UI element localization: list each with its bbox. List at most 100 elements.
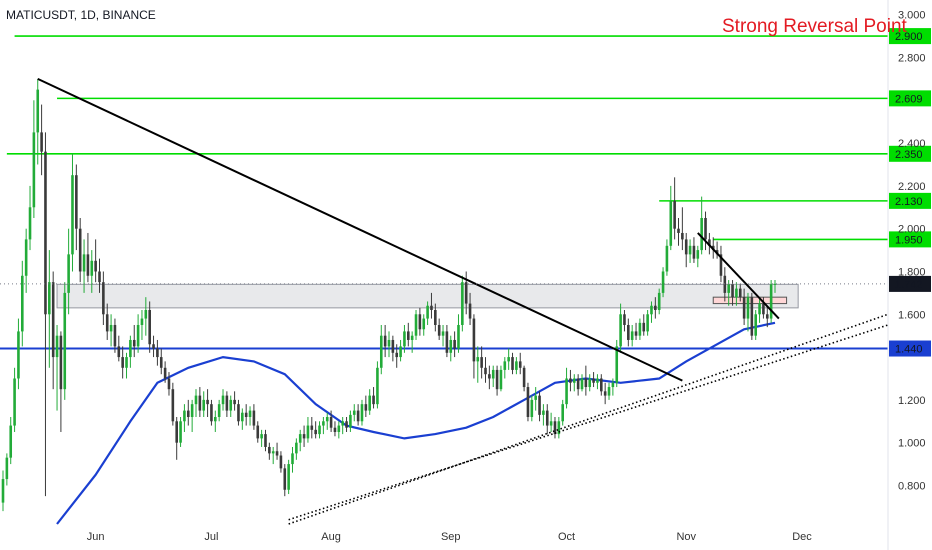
time-axis[interactable]: Jun Jul Aug Sep Oct Nov Dec: [87, 531, 813, 543]
candle-body: [449, 339, 453, 353]
candle-body: [526, 387, 530, 418]
candle-body: [692, 245, 696, 259]
candle-body: [476, 357, 480, 362]
candle: [102, 271, 105, 325]
y-tick-label: 1.800: [898, 266, 926, 278]
candle: [708, 232, 711, 255]
candle: [310, 417, 314, 439]
candle-body: [256, 425, 260, 439]
candle-body: [279, 455, 283, 469]
candle-body: [206, 399, 209, 405]
candle: [762, 297, 765, 319]
candle: [634, 322, 638, 340]
x-tick-label: Dec: [792, 531, 812, 543]
candle: [48, 250, 51, 368]
candle-body: [117, 346, 121, 358]
candle-body: [681, 232, 684, 240]
candle: [364, 395, 368, 418]
candle-body: [665, 245, 669, 272]
candle: [322, 417, 325, 435]
last-price-bg: [889, 275, 931, 292]
candle-body: [545, 410, 549, 426]
candle-body: [372, 395, 375, 405]
candle: [306, 417, 310, 443]
candle: [349, 410, 352, 432]
candle-body: [569, 378, 572, 383]
candle-body: [769, 284, 773, 319]
candle: [186, 399, 190, 426]
moving-average: [56, 321, 776, 525]
candle-body: [214, 417, 217, 422]
candle-body: [175, 421, 178, 443]
candle: [615, 339, 619, 388]
candle: [121, 346, 124, 379]
trendlines[interactable]: [37, 77, 889, 525]
candle-body: [129, 339, 132, 358]
candle: [271, 446, 275, 465]
candle-body: [603, 391, 607, 396]
candle: [244, 404, 248, 426]
candle-body: [152, 344, 155, 349]
candle: [252, 404, 256, 430]
candle-body: [561, 404, 564, 422]
candle-body: [399, 346, 402, 358]
candle: [688, 239, 692, 263]
candle-body: [13, 378, 16, 426]
candle: [611, 378, 615, 396]
level-label-2.130: 2.130: [889, 192, 931, 209]
candle: [638, 318, 642, 340]
candle: [407, 322, 410, 347]
candle-body: [735, 288, 738, 298]
candle-body: [611, 382, 615, 388]
candle: [132, 324, 136, 358]
candle-body: [268, 446, 271, 454]
candle-body: [646, 314, 649, 332]
candle-body: [600, 378, 603, 392]
candle-body: [271, 451, 275, 454]
candle-body: [461, 282, 464, 325]
candle-body: [59, 335, 63, 390]
candle-body: [5, 457, 9, 480]
candle-body: [511, 357, 514, 370]
candle-body: [144, 310, 148, 319]
x-tick-label: Sep: [441, 531, 461, 543]
candle-body: [584, 378, 588, 388]
candle-body: [518, 361, 522, 368]
candle: [295, 438, 298, 460]
candle-body: [237, 404, 240, 422]
candle-body: [306, 425, 310, 439]
breakout-box: [712, 296, 788, 305]
candle-body: [630, 331, 634, 340]
candle-body: [688, 245, 692, 255]
candle: [113, 318, 117, 353]
trendline-1: [37, 77, 683, 382]
candle: [156, 339, 159, 366]
candle: [163, 361, 167, 383]
candle: [5, 453, 9, 486]
last-price-badge: 1.742: [889, 275, 931, 292]
candle-body: [210, 404, 213, 422]
candle: [51, 271, 55, 390]
candle: [422, 314, 426, 336]
candle-body: [765, 314, 769, 319]
candle-body: [383, 335, 387, 347]
candle: [59, 331, 63, 432]
horizontal-levels[interactable]: 2.900 2.609 2.350 2.130 1.950 1.440: [0, 28, 931, 357]
candle: [453, 331, 456, 358]
candle-body: [596, 378, 599, 383]
candle: [279, 451, 283, 473]
candle: [565, 367, 568, 409]
candle: [542, 404, 545, 426]
candle: [159, 348, 163, 375]
candle-body: [657, 292, 661, 311]
candle: [225, 391, 229, 418]
candle: [572, 374, 576, 392]
candle: [237, 399, 240, 426]
candle-body: [94, 260, 97, 272]
annotation-strong-reversal: Strong Reversal Point: [722, 16, 908, 37]
level-badge: [889, 340, 931, 357]
level-badge: [889, 231, 931, 248]
ma-line: [56, 321, 776, 525]
